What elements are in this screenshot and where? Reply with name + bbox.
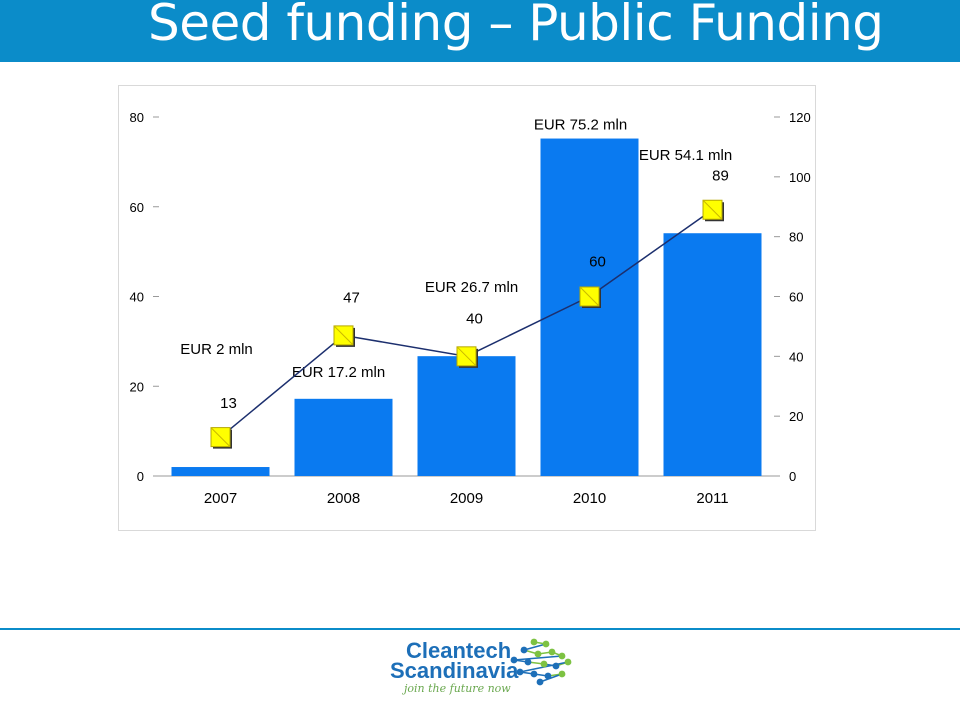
page-title: Seed funding – Public Funding xyxy=(148,0,884,52)
logo-dot xyxy=(544,672,552,680)
line-value-label: 40 xyxy=(466,310,483,327)
x-axis-tick-label: 2010 xyxy=(573,490,606,507)
title-banner: Seed funding – Public Funding xyxy=(0,0,960,62)
bar-value-label: EUR 54.1 mln xyxy=(639,147,732,164)
right-axis-tick-label: 120 xyxy=(789,110,811,125)
logo-dot xyxy=(530,670,538,678)
line-value-label: 47 xyxy=(343,289,360,306)
logo-connector xyxy=(513,655,563,661)
logo-tagline: join the future now xyxy=(404,682,511,695)
logo-dot xyxy=(524,658,532,666)
right-axis-tick-label: 80 xyxy=(789,230,803,245)
bar xyxy=(417,356,516,476)
right-axis-tick-label: 100 xyxy=(789,170,811,185)
logo-dot xyxy=(510,656,518,664)
logo-dot xyxy=(540,660,548,668)
x-axis-tick-label: 2011 xyxy=(696,490,728,507)
logo-dot xyxy=(520,646,528,654)
line-marker-diagonal xyxy=(579,286,600,307)
logo-dot xyxy=(548,648,556,656)
line-value-label: 13 xyxy=(220,395,237,412)
bar-value-label: EUR 2 mln xyxy=(180,341,253,358)
logo-line-1: Cleantech xyxy=(406,638,512,663)
logo-dot xyxy=(536,678,544,686)
left-axis-tick-label: 60 xyxy=(130,200,144,215)
left-axis-tick-label: 20 xyxy=(130,379,144,394)
logo-dot xyxy=(542,640,550,648)
logo-dot xyxy=(564,658,572,666)
bar xyxy=(663,233,762,476)
right-axis-tick-label: 20 xyxy=(789,409,803,424)
footer-divider xyxy=(0,628,960,630)
x-axis-tick-label: 2008 xyxy=(327,490,360,507)
bar xyxy=(171,467,270,476)
right-axis-tick-label: 60 xyxy=(789,290,803,305)
left-axis-tick-label: 80 xyxy=(130,110,144,125)
line-marker-diagonal xyxy=(702,199,723,220)
right-axis-tick-label: 0 xyxy=(789,469,796,484)
line-value-label: 89 xyxy=(712,168,729,185)
left-axis-tick-label: 0 xyxy=(137,469,144,484)
x-axis-tick-label: 2009 xyxy=(450,490,483,507)
cleantech-scandinavia-logo: Cleantech Scandinavia join the future no… xyxy=(386,636,586,700)
combo-chart: 0 20 40 60 80 0 20 40 60 80 100 120 EUR 2 mln EUR 17.… xyxy=(130,110,811,507)
logo-line-2: Scandinavia xyxy=(390,658,519,683)
bar-value-label: EUR 17.2 mln xyxy=(292,364,385,381)
logo-dot xyxy=(552,662,560,670)
line-marker-diagonal xyxy=(456,346,477,367)
logo-connector xyxy=(539,673,563,683)
bar xyxy=(294,398,393,476)
logo-connector xyxy=(523,643,547,651)
line-marker-diagonal xyxy=(210,427,231,447)
logo-dot xyxy=(516,668,524,676)
x-axis-tick-label: 2007 xyxy=(204,490,237,507)
right-axis-tick-label: 40 xyxy=(789,349,803,364)
left-axis-tick-label: 40 xyxy=(130,290,144,305)
bar-value-label: EUR 26.7 mln xyxy=(425,279,518,296)
line-marker-diagonal xyxy=(333,325,354,346)
logo-dot xyxy=(558,652,566,660)
logo-dot xyxy=(530,638,538,646)
bar-value-label: EUR 75.2 mln xyxy=(534,117,627,134)
dots-logo-icon xyxy=(510,638,572,686)
chart-area: 0 20 40 60 80 0 20 40 60 80 100 120 EUR 2 mln EUR 17.… xyxy=(118,85,816,531)
logo-dot xyxy=(534,650,542,658)
logo-dot xyxy=(558,670,566,678)
line-value-label: 60 xyxy=(589,254,606,271)
